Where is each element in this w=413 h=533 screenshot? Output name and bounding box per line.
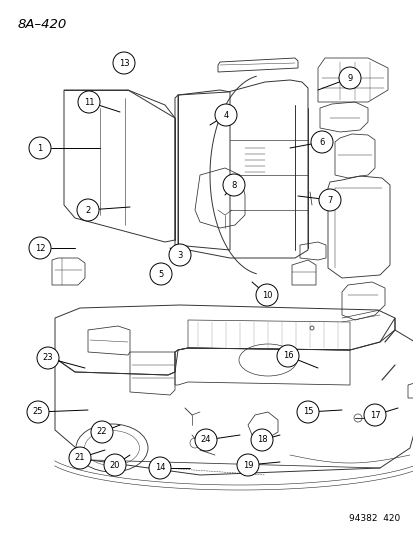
Circle shape bbox=[250, 429, 272, 451]
Circle shape bbox=[363, 404, 385, 426]
Circle shape bbox=[236, 454, 259, 476]
Circle shape bbox=[223, 174, 244, 196]
Text: 5: 5 bbox=[158, 270, 163, 279]
Circle shape bbox=[214, 104, 236, 126]
Text: 8A–420: 8A–420 bbox=[18, 18, 67, 31]
Text: 7: 7 bbox=[327, 196, 332, 205]
Circle shape bbox=[69, 447, 91, 469]
Text: 21: 21 bbox=[75, 454, 85, 463]
Text: 13: 13 bbox=[119, 59, 129, 68]
Text: 25: 25 bbox=[33, 408, 43, 416]
Text: 3: 3 bbox=[177, 251, 182, 260]
Text: 6: 6 bbox=[318, 138, 324, 147]
Circle shape bbox=[29, 137, 51, 159]
Circle shape bbox=[318, 189, 340, 211]
Circle shape bbox=[296, 401, 318, 423]
Text: 2: 2 bbox=[85, 206, 90, 214]
Text: 19: 19 bbox=[242, 461, 253, 470]
Text: 12: 12 bbox=[35, 244, 45, 253]
Circle shape bbox=[338, 67, 360, 89]
Circle shape bbox=[77, 199, 99, 221]
Text: 11: 11 bbox=[83, 98, 94, 107]
Text: 4: 4 bbox=[223, 110, 228, 119]
Circle shape bbox=[113, 52, 135, 74]
Text: 14: 14 bbox=[154, 464, 165, 472]
Text: 10: 10 bbox=[261, 290, 272, 300]
Text: 24: 24 bbox=[200, 435, 211, 445]
Circle shape bbox=[37, 347, 59, 369]
Circle shape bbox=[255, 284, 277, 306]
Circle shape bbox=[104, 454, 126, 476]
Text: 20: 20 bbox=[109, 461, 120, 470]
Text: 16: 16 bbox=[282, 351, 292, 360]
Circle shape bbox=[195, 429, 216, 451]
Text: 17: 17 bbox=[369, 410, 380, 419]
Circle shape bbox=[150, 263, 171, 285]
Text: 18: 18 bbox=[256, 435, 267, 445]
Circle shape bbox=[169, 244, 190, 266]
Text: 1: 1 bbox=[37, 143, 43, 152]
Text: 22: 22 bbox=[97, 427, 107, 437]
Text: 9: 9 bbox=[347, 74, 352, 83]
Text: 94382  420: 94382 420 bbox=[348, 514, 399, 523]
Text: 15: 15 bbox=[302, 408, 313, 416]
Circle shape bbox=[27, 401, 49, 423]
Text: 23: 23 bbox=[43, 353, 53, 362]
Circle shape bbox=[91, 421, 113, 443]
Circle shape bbox=[78, 91, 100, 113]
Circle shape bbox=[276, 345, 298, 367]
Text: 8: 8 bbox=[231, 181, 236, 190]
Circle shape bbox=[29, 237, 51, 259]
Circle shape bbox=[310, 131, 332, 153]
Circle shape bbox=[149, 457, 171, 479]
